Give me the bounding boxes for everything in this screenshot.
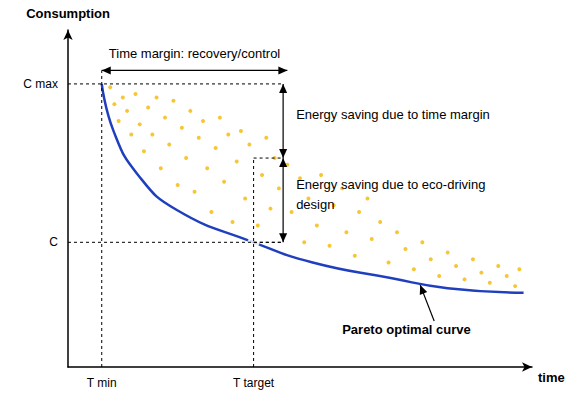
svg-text:Pareto optimal curve: Pareto optimal curve	[342, 322, 471, 337]
svg-text:C max: C max	[23, 77, 58, 91]
svg-text:Consumption: Consumption	[26, 6, 110, 21]
svg-text:T target: T target	[233, 376, 275, 390]
svg-text:Time margin: recovery/control: Time margin: recovery/control	[109, 46, 281, 61]
svg-text:Energy saving due to eco-drivi: Energy saving due to eco-driving	[296, 177, 489, 192]
svg-text:T min: T min	[87, 376, 117, 390]
svg-text:C: C	[49, 235, 58, 249]
svg-text:design: design	[296, 197, 334, 212]
svg-text:time: time	[538, 370, 565, 385]
svg-text:Energy saving due to time marg: Energy saving due to time margin	[296, 107, 490, 122]
